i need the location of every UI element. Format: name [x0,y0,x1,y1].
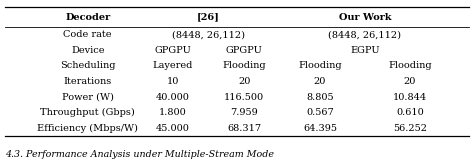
Text: Flooding: Flooding [298,61,342,70]
Text: GPGPU: GPGPU [226,46,263,55]
Text: Flooding: Flooding [388,61,432,70]
Text: 4.3. Performance Analysis under Multiple-Stream Mode: 4.3. Performance Analysis under Multiple… [5,149,274,159]
Text: 8.805: 8.805 [306,93,334,102]
Text: Throughput (Gbps): Throughput (Gbps) [40,108,135,117]
Text: 68.317: 68.317 [227,124,261,133]
Text: (8448, 26,112): (8448, 26,112) [328,30,401,39]
Text: 116.500: 116.500 [224,93,264,102]
Text: Scheduling: Scheduling [60,61,116,70]
Text: 64.395: 64.395 [303,124,337,133]
Text: Device: Device [71,46,104,55]
Text: GPGPU: GPGPU [155,46,191,55]
Text: 20: 20 [238,77,250,86]
Text: Iterations: Iterations [64,77,112,86]
Text: Decoder: Decoder [65,13,110,22]
Text: 10.844: 10.844 [393,93,427,102]
Text: 56.252: 56.252 [393,124,427,133]
Text: 7.959: 7.959 [230,108,258,117]
Text: [26]: [26] [197,13,220,22]
Text: Power (W): Power (W) [62,93,114,102]
Text: 45.000: 45.000 [156,124,190,133]
Text: EGPU: EGPU [350,46,380,55]
Text: Layered: Layered [153,61,193,70]
Text: 0.567: 0.567 [306,108,334,117]
Text: 10: 10 [167,77,179,86]
Text: 20: 20 [314,77,326,86]
Text: Code rate: Code rate [64,30,112,39]
Text: 1.800: 1.800 [159,108,187,117]
Text: 40.000: 40.000 [156,93,190,102]
Text: (8448, 26,112): (8448, 26,112) [172,30,245,39]
Text: Our Work: Our Work [339,13,391,22]
Text: 0.610: 0.610 [396,108,424,117]
Text: Flooding: Flooding [222,61,266,70]
Text: Efficiency (Mbps/W): Efficiency (Mbps/W) [37,124,138,133]
Text: 20: 20 [404,77,416,86]
